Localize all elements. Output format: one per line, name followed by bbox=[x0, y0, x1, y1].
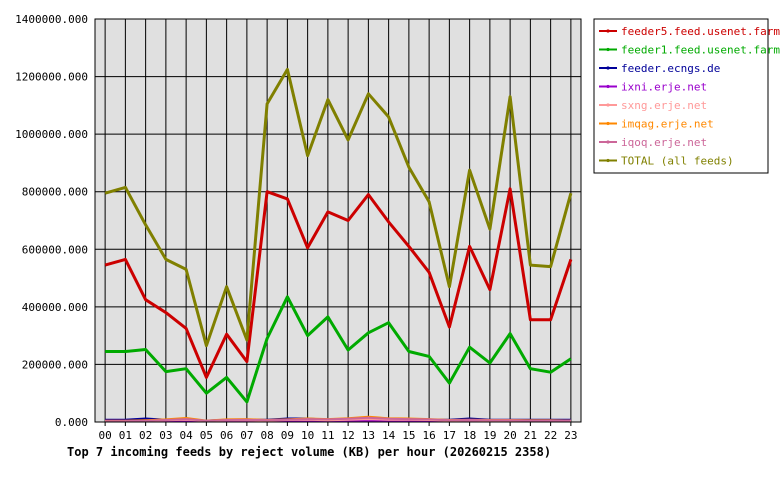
legend-marker bbox=[606, 121, 610, 126]
legend-label: TOTAL (all feeds) bbox=[621, 155, 734, 168]
y-tick-label: 1200000.000 bbox=[15, 71, 88, 84]
series-line bbox=[105, 295, 572, 404]
legend-label: iqoq.erje.net bbox=[621, 136, 707, 149]
series-line bbox=[104, 187, 573, 379]
x-tick-label: 00 bbox=[99, 429, 112, 442]
legend-marker bbox=[606, 84, 610, 89]
legend-marker bbox=[606, 29, 610, 33]
legend-label: feeder5.feed.usenet.farm bbox=[621, 25, 780, 38]
legend: feeder5.feed.usenet.farm feeder1.feed.use… bbox=[593, 18, 780, 174]
x-tick-label: 08 bbox=[261, 429, 274, 442]
x-tick-label: 01 bbox=[119, 429, 132, 442]
x-tick-label: 10 bbox=[301, 429, 314, 442]
y-tick-label: 0.000 bbox=[55, 416, 88, 429]
plot-frame bbox=[94, 18, 582, 423]
x-tick-label: 21 bbox=[524, 429, 537, 442]
series-lines bbox=[104, 67, 573, 423]
x-tick-label: 04 bbox=[180, 429, 194, 442]
legend-marker bbox=[606, 47, 610, 52]
y-tick-label: 200000.000 bbox=[22, 358, 88, 371]
x-tick-label: 11 bbox=[321, 429, 334, 442]
y-tick-label: 1000000.000 bbox=[15, 128, 88, 141]
x-tick-label: 03 bbox=[159, 429, 172, 442]
series-line bbox=[105, 416, 571, 423]
y-tick-label: 1400000.000 bbox=[15, 13, 88, 26]
x-tick-label: 06 bbox=[220, 429, 233, 442]
legend-label: feeder1.feed.usenet.farm bbox=[621, 44, 780, 57]
legend-box bbox=[593, 18, 769, 174]
x-tick-label: 23 bbox=[564, 429, 577, 442]
legend-label: sxng.erje.net bbox=[621, 99, 707, 112]
x-tick-label: 15 bbox=[402, 429, 415, 442]
plot-background bbox=[95, 19, 581, 422]
x-tick-label: 05 bbox=[200, 429, 213, 442]
x-tick-label: 12 bbox=[342, 429, 355, 442]
y-tick-label: 600000.000 bbox=[22, 243, 88, 256]
legend-marker bbox=[606, 66, 610, 70]
legend-label: ixni.erje.net bbox=[621, 81, 707, 94]
x-tick-label: 16 bbox=[423, 429, 436, 442]
x-tick-label: 17 bbox=[443, 429, 456, 442]
x-tick-label: 22 bbox=[544, 429, 557, 442]
x-tick-label: 20 bbox=[504, 429, 517, 442]
x-tick-label: 09 bbox=[281, 429, 294, 442]
x-tick-label: 07 bbox=[240, 429, 253, 442]
y-tick-label: 400000.000 bbox=[22, 301, 88, 314]
legend-label: imqag.erje.net bbox=[621, 118, 714, 131]
x-tick-label: 19 bbox=[483, 429, 496, 442]
legend-label: feeder.ecngs.de bbox=[621, 62, 720, 75]
legend-marker bbox=[606, 158, 610, 163]
x-tick-label: 02 bbox=[139, 429, 152, 442]
series-line bbox=[104, 67, 573, 348]
legend-marker bbox=[606, 103, 610, 107]
x-tick-label: 18 bbox=[463, 429, 476, 442]
legend-marker bbox=[606, 140, 610, 144]
axes: 0.000 200000.000 400000.000 600000.000 80000… bbox=[15, 13, 582, 442]
x-tick-label: 13 bbox=[362, 429, 375, 442]
y-tick-label: 800000.000 bbox=[22, 186, 88, 199]
chart-title: Top 7 incoming feeds by reject volume (K… bbox=[67, 445, 551, 459]
x-tick-label: 14 bbox=[382, 429, 396, 442]
